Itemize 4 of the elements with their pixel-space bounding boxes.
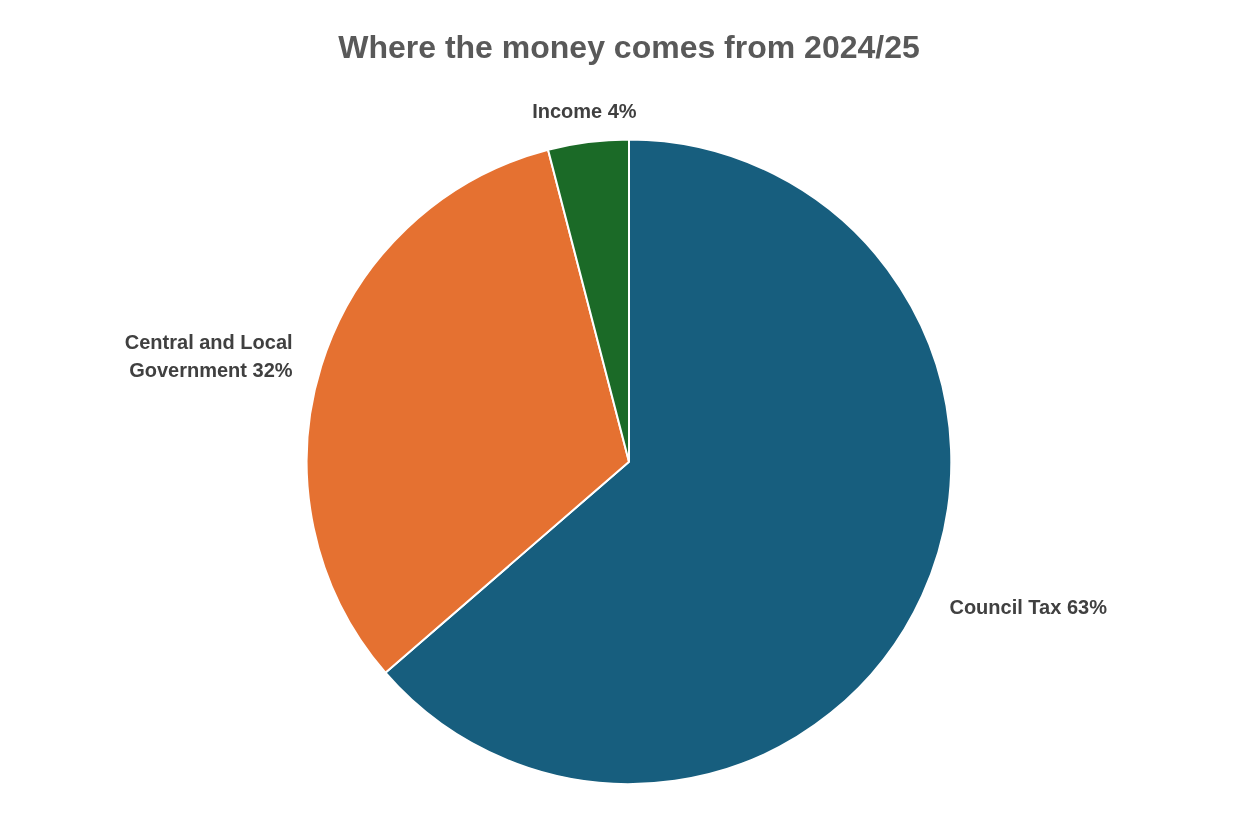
chart-title: Where the money comes from 2024/25: [338, 29, 920, 66]
slice-label: Income 4%: [532, 99, 637, 122]
slice-label: Council Tax 63%: [949, 595, 1108, 618]
slice-label: Central and Local Government 32%: [124, 330, 293, 381]
